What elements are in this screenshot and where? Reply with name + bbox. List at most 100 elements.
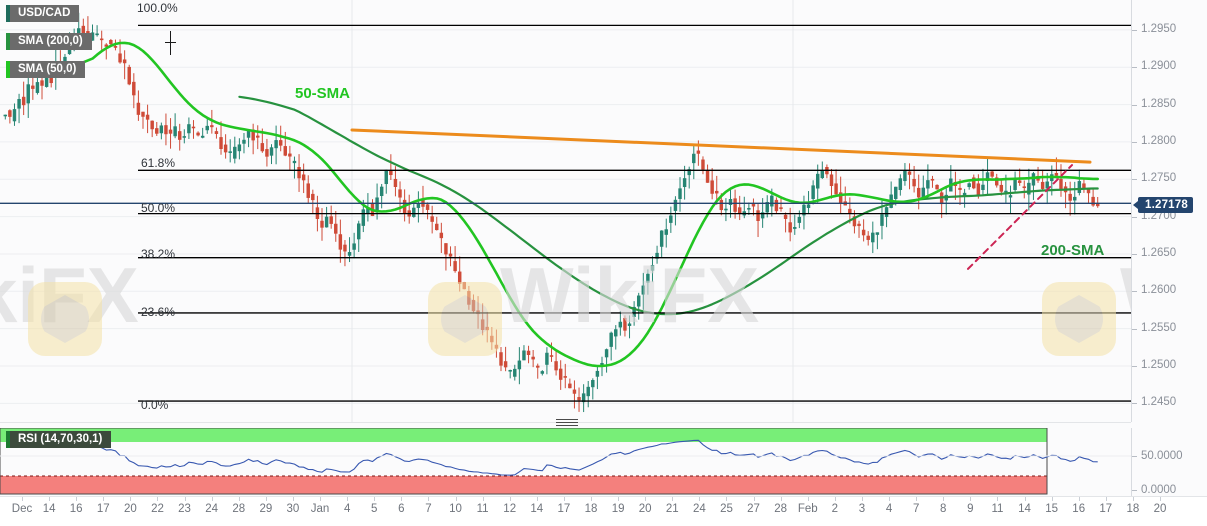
rsi-axis-label-0: 0.0000	[1141, 484, 1177, 496]
date-axis-label: 11	[476, 503, 489, 515]
date-axis-label: 11	[991, 503, 1004, 515]
date-axis-label: 3	[858, 503, 866, 515]
date-tick	[970, 497, 972, 501]
date-tick	[672, 497, 674, 501]
date-axis-label: 17	[1099, 503, 1113, 515]
current-price-badge: 1.27178	[1133, 197, 1193, 213]
date-tick	[509, 497, 511, 501]
date-tick	[1160, 497, 1161, 501]
fib-label-100: 100.0%	[137, 1, 178, 15]
price-tick	[1132, 291, 1137, 293]
watermark-center: WikiFX	[500, 251, 760, 339]
symbol-legend-accent	[6, 5, 10, 22]
price-axis-label: 1.2550	[1141, 321, 1177, 334]
date-tick	[238, 497, 240, 501]
date-tick	[347, 497, 349, 501]
price-axis-label: 1.2850	[1141, 97, 1177, 110]
date-axis-label: 5	[371, 503, 378, 515]
date-axis-label: 15	[1045, 503, 1059, 515]
watermark-logo-right	[1042, 282, 1116, 356]
date-axis-label: Jan	[310, 503, 330, 515]
price-axis-label: 1.2750	[1141, 172, 1177, 185]
price-tick	[1132, 179, 1137, 181]
price-axis-label: 1.2500	[1141, 358, 1177, 371]
date-axis-label: 8	[940, 503, 947, 515]
date-tick	[22, 497, 23, 501]
date-axis-label: 7	[425, 503, 432, 515]
date-axis[interactable]: Dec 14 16 17 20 22 23 24 28 29 30 Jan 4 5 6 7 10 11 12 14 17…	[0, 496, 1207, 526]
date-axis-label: 4	[343, 503, 351, 515]
date-tick	[401, 497, 403, 501]
date-axis-label: 24	[692, 503, 706, 515]
price-axis-label: 1.2900	[1141, 60, 1177, 73]
sma50-legend[interactable]: SMA (50,0)	[6, 61, 86, 78]
date-axis-label: 20	[638, 503, 652, 515]
sma50-annotation: 50-SMA	[295, 85, 351, 102]
date-tick	[1132, 497, 1134, 501]
pane-resize-handle[interactable]	[556, 419, 578, 428]
date-axis-label: 12	[503, 503, 517, 515]
date-axis-label: 22	[151, 503, 164, 515]
date-tick	[292, 497, 294, 501]
rsi-tick-0	[1132, 490, 1137, 491]
date-tick	[157, 497, 159, 501]
symbol-legend[interactable]: USD/CAD	[6, 5, 80, 22]
sma200-legend[interactable]: SMA (200,0)	[6, 33, 92, 50]
date-tick	[320, 497, 322, 501]
date-tick	[916, 497, 918, 501]
price-tick	[1132, 104, 1137, 106]
date-axis-label: 29	[259, 503, 273, 515]
date-tick	[482, 497, 484, 501]
date-tick	[943, 497, 945, 501]
current-price-value: 1.27178	[1145, 199, 1188, 211]
date-tick	[563, 497, 565, 501]
rsi-plot	[0, 428, 1131, 495]
rsi-legend-label: RSI (14,70,30,1)	[18, 433, 103, 445]
price-axis-label: 1.2950	[1141, 22, 1177, 35]
date-axis-label: 23	[178, 503, 191, 515]
date-axis-label: 20	[1153, 503, 1167, 515]
date-axis-label: 17	[96, 503, 110, 515]
rsi-legend-accent	[6, 431, 10, 448]
fib-label-236: 23.6%	[141, 305, 176, 319]
price-tick	[1132, 253, 1137, 255]
date-axis-label: 7	[912, 503, 920, 515]
date-tick	[618, 497, 620, 501]
date-tick	[103, 497, 105, 501]
rsi-axis: 50.0000 0.0000	[1131, 428, 1207, 496]
sma200-legend-label: SMA (200,0)	[18, 35, 83, 47]
date-tick	[455, 497, 457, 501]
date-axis-label: 16	[1072, 503, 1086, 515]
date-axis-label: 14	[1018, 503, 1031, 515]
rsi-axis-label-50: 50.0000	[1141, 450, 1183, 462]
date-axis-label: 6	[398, 503, 405, 515]
date-axis-label: 19	[611, 503, 625, 515]
rsi-pane[interactable]: RSI (14,70,30,1)	[0, 428, 1131, 496]
price-axis-label: 1.2800	[1141, 134, 1177, 147]
date-tick	[861, 497, 863, 501]
date-axis-label: 18	[584, 503, 598, 515]
date-tick	[265, 497, 267, 501]
date-axis-label: 27	[747, 503, 760, 515]
date-axis-label: 10	[449, 503, 462, 515]
price-tick	[1132, 328, 1137, 330]
price-tick	[1132, 29, 1137, 31]
price-chart-pane[interactable]: kiFX WikiFX Wi 100.0% 61.8% 50.0% 38.2% …	[0, 0, 1207, 423]
date-tick	[130, 497, 132, 501]
date-axis-label: 20	[123, 503, 137, 515]
date-axis-label: Feb	[797, 503, 818, 515]
date-tick	[780, 497, 782, 501]
price-axis-label: 1.2450	[1141, 396, 1177, 409]
date-axis-label: 28	[774, 503, 788, 515]
watermark-logo-center	[428, 282, 502, 356]
date-tick	[889, 497, 891, 501]
price-axis[interactable]: 1.2950 1.2900 1.2850 1.2800 1.2750 1.2700 1.26…	[1131, 0, 1207, 422]
date-tick	[1078, 497, 1080, 501]
date-axis-label: 2	[831, 503, 839, 515]
date-tick	[591, 497, 592, 501]
date-tick	[211, 497, 213, 501]
rsi-legend[interactable]: RSI (14,70,30,1)	[6, 431, 112, 448]
date-tick	[1051, 497, 1053, 501]
date-tick	[834, 497, 836, 501]
